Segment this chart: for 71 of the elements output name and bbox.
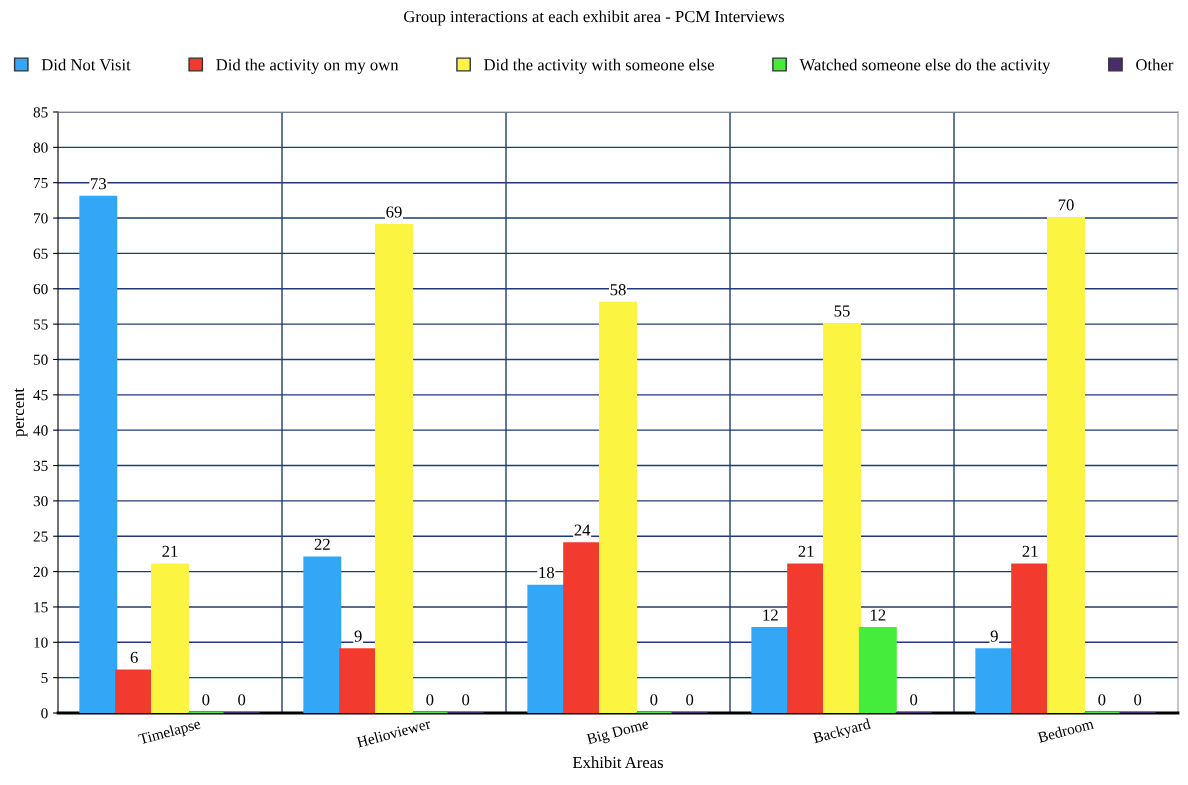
- data-label: 24: [574, 524, 591, 536]
- bar: [858, 627, 897, 713]
- bar: [599, 301, 637, 713]
- y-tick-label: 75: [34, 178, 48, 189]
- y-tick-label: 80: [33, 142, 48, 153]
- x-tick-label: Big Dome: [586, 718, 650, 748]
- bar: [303, 556, 342, 713]
- x-tick-label: Bedroom: [1037, 717, 1095, 743]
- data-label: 6: [130, 651, 138, 664]
- data-label: 69: [386, 206, 402, 218]
- x-tick-label: Backyard: [812, 717, 872, 747]
- bar: [823, 323, 861, 713]
- bar: [527, 584, 566, 713]
- y-tick-label: 45: [33, 390, 48, 401]
- data-label: 0: [686, 694, 694, 706]
- legend-label: Other: [1136, 58, 1174, 71]
- bar: [563, 542, 602, 713]
- data-label: 0: [202, 694, 210, 706]
- y-tick-label: 60: [33, 283, 48, 295]
- data-label: 0: [1098, 694, 1106, 706]
- y-tick-label: 0: [41, 708, 48, 719]
- data-label: 0: [426, 694, 434, 706]
- bar: [115, 669, 154, 713]
- bar: [375, 224, 413, 713]
- y-tick-label: 55: [33, 319, 48, 330]
- bar: [79, 195, 118, 713]
- y-tick-label: 25: [33, 531, 48, 542]
- legend-label: Watched someone else do the activity: [799, 58, 1051, 74]
- x-axis-title: Exhibit Areas: [572, 756, 663, 769]
- data-label: 0: [462, 694, 470, 706]
- y-tick-label: 70: [34, 213, 48, 224]
- bar: [339, 648, 378, 713]
- y-tick-label: 35: [33, 460, 48, 471]
- legend-label: Did the activity with someone else: [484, 58, 714, 74]
- data-label: 18: [539, 566, 555, 579]
- data-label: 9: [990, 630, 998, 642]
- bar: [975, 648, 1014, 713]
- y-tick-label: 40: [33, 425, 48, 436]
- data-label: 21: [1022, 545, 1038, 557]
- bar: [1047, 217, 1085, 713]
- data-label: 12: [763, 609, 778, 621]
- bar: [151, 563, 189, 713]
- data-label: 73: [91, 178, 106, 190]
- y-tick-label: 30: [33, 496, 48, 507]
- data-label: 58: [610, 284, 626, 296]
- data-label: 22: [314, 538, 330, 550]
- legend-label: Did the activity on my own: [216, 58, 399, 74]
- y-tick-label: 20: [33, 566, 48, 578]
- bar: [787, 563, 826, 713]
- legend-label: Did Not Visit: [41, 58, 131, 71]
- y-tick-label: 65: [33, 248, 48, 259]
- data-label: 0: [650, 694, 658, 706]
- y-tick-label: 50: [33, 354, 48, 365]
- y-axis-title: percent: [14, 388, 28, 437]
- y-tick-label: 15: [34, 602, 48, 613]
- data-label: 21: [798, 545, 814, 557]
- chart-title: Group interactions at each exhibit area - PCM Interviews: [404, 10, 785, 26]
- data-label: 55: [834, 305, 850, 317]
- data-label: 0: [910, 694, 918, 706]
- data-label: 70: [1058, 199, 1074, 211]
- x-tick-label: Timelapse: [138, 718, 202, 748]
- bar: [1011, 563, 1050, 713]
- data-label: 12: [870, 609, 886, 621]
- y-tick-label: 85: [33, 107, 48, 118]
- data-label: 0: [238, 694, 246, 706]
- bar: [751, 627, 790, 713]
- y-tick-label: 10: [34, 637, 48, 648]
- data-label: 9: [354, 630, 362, 642]
- data-label: 0: [1134, 694, 1142, 706]
- data-label: 21: [162, 545, 178, 557]
- y-tick-label: 5: [41, 672, 48, 684]
